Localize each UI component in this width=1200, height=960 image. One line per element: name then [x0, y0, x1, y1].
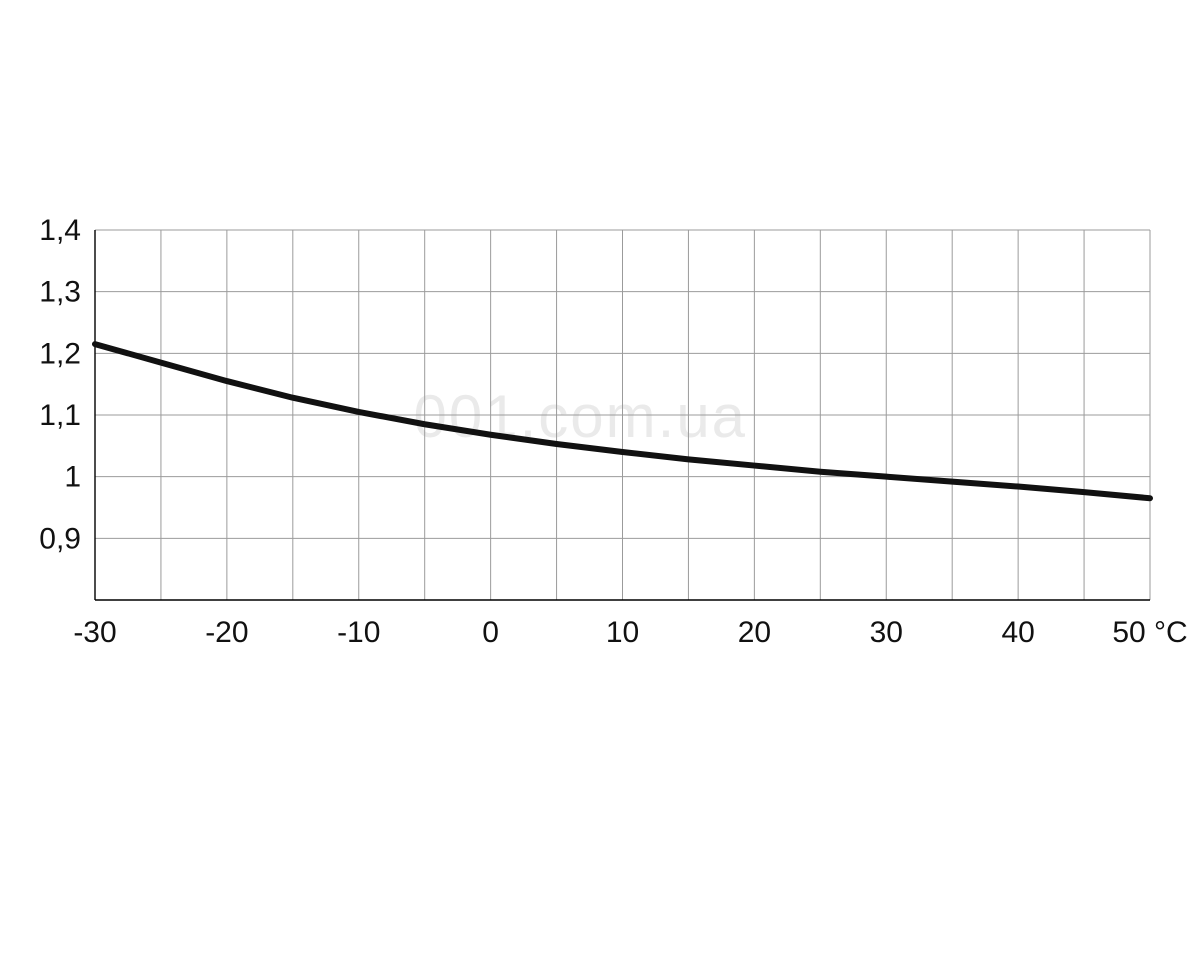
x-tick-label: 30 — [870, 616, 903, 649]
x-tick-label: -30 — [73, 616, 116, 649]
y-tick-label: 1,1 — [39, 399, 81, 432]
x-tick-label: 40 — [1001, 616, 1034, 649]
y-tick-label: 1,4 — [39, 214, 81, 247]
y-tick-label: 1,2 — [39, 337, 81, 370]
x-tick-label: 0 — [482, 616, 499, 649]
y-tick-label: 1,3 — [39, 276, 81, 309]
grid — [95, 230, 1150, 600]
x-tick-label: 10 — [606, 616, 639, 649]
x-tick-label: -20 — [205, 616, 248, 649]
x-tick-label: 50 °C — [1112, 616, 1187, 649]
y-tick-label: 1 — [64, 461, 81, 494]
x-tick-label: 20 — [738, 616, 771, 649]
x-tick-label: -10 — [337, 616, 380, 649]
watermark-text: 001.com.ua — [414, 383, 748, 450]
y-tick-label: 0,9 — [39, 522, 81, 555]
derating-chart: 001.com.ua 0,9 1 1,1 1,2 1,3 1,4 -30 -20 -10 0 10 20… — [0, 0, 1200, 960]
